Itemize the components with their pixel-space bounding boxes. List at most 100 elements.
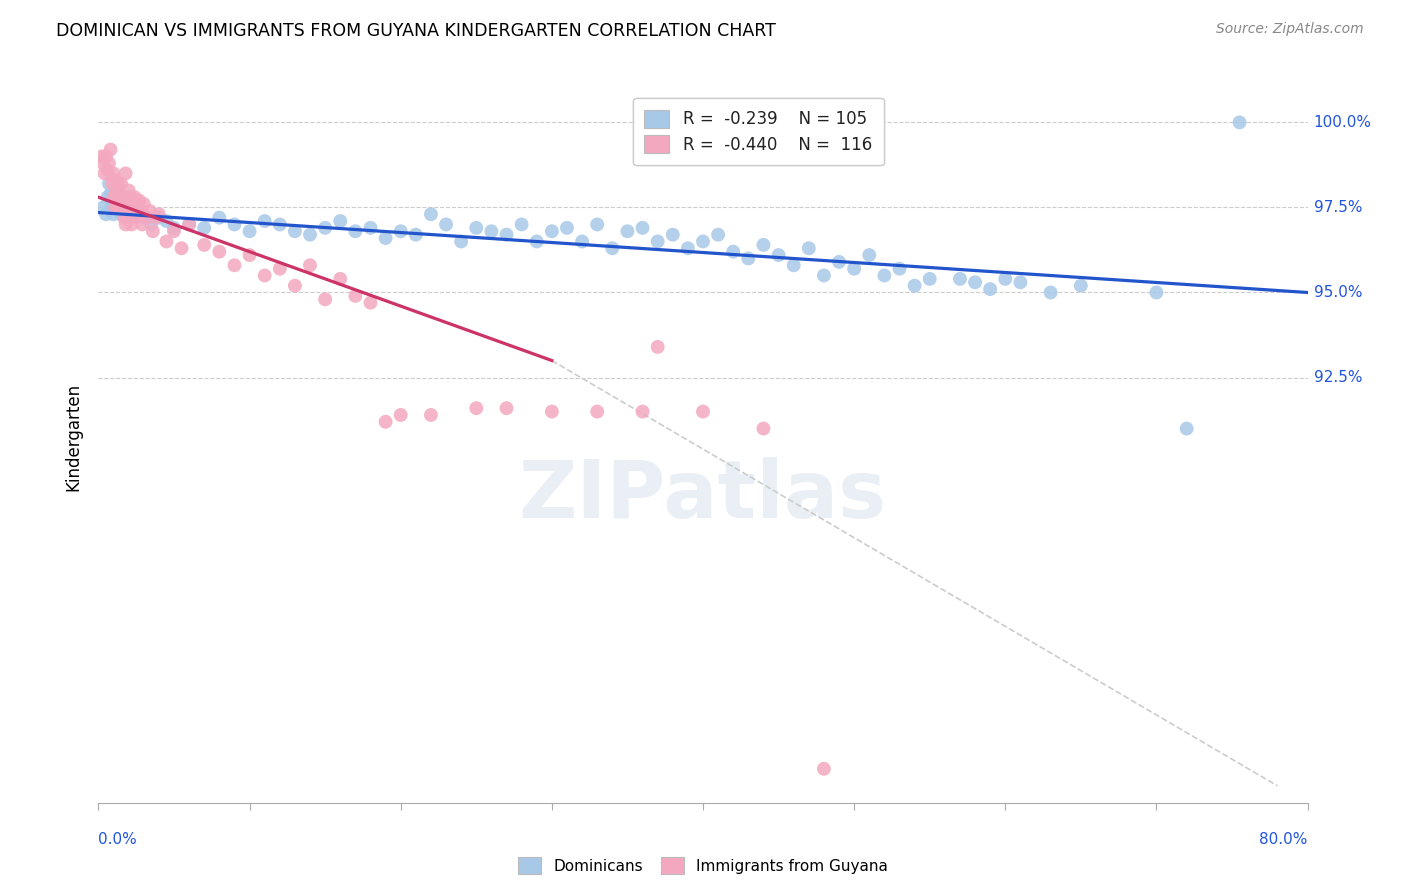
Point xyxy=(540,404,562,418)
Point xyxy=(495,401,517,416)
Point xyxy=(510,218,533,232)
Point xyxy=(420,207,443,221)
Point xyxy=(1229,115,1251,129)
Point xyxy=(889,261,911,276)
Text: 0.0%: 0.0% xyxy=(98,832,138,847)
Point xyxy=(481,224,503,238)
Point xyxy=(114,166,136,180)
Point xyxy=(107,177,129,191)
Point xyxy=(752,421,775,435)
Point xyxy=(420,408,443,422)
Text: ZIPatlas: ZIPatlas xyxy=(519,457,887,534)
Point xyxy=(125,207,148,221)
Point xyxy=(96,190,118,204)
Point xyxy=(768,248,790,262)
Point xyxy=(661,227,683,242)
Text: Source: ZipAtlas.com: Source: ZipAtlas.com xyxy=(1216,22,1364,37)
Point xyxy=(602,241,624,255)
Point xyxy=(121,218,143,232)
Point xyxy=(132,211,155,225)
Point xyxy=(155,214,177,228)
Point xyxy=(224,218,246,232)
Point xyxy=(91,156,114,170)
Point xyxy=(994,272,1017,286)
Point xyxy=(179,218,201,232)
Point xyxy=(374,231,396,245)
Point xyxy=(105,190,128,204)
Point xyxy=(141,218,163,232)
Point xyxy=(118,183,141,197)
Point xyxy=(108,201,131,215)
Point xyxy=(145,211,167,225)
Point xyxy=(360,220,382,235)
Point xyxy=(918,272,941,286)
Point xyxy=(647,340,669,354)
Legend: R =  -0.239    N = 105, R =  -0.440    N =  116: R = -0.239 N = 105, R = -0.440 N = 116 xyxy=(633,98,883,165)
Point xyxy=(105,190,128,204)
Point xyxy=(104,173,127,187)
Point xyxy=(112,211,135,225)
Point xyxy=(360,295,382,310)
Point xyxy=(450,235,472,249)
Point xyxy=(284,278,307,293)
Text: DOMINICAN VS IMMIGRANTS FROM GUYANA KINDERGARTEN CORRELATION CHART: DOMINICAN VS IMMIGRANTS FROM GUYANA KIND… xyxy=(56,22,776,40)
Point xyxy=(1070,278,1092,293)
Point xyxy=(389,224,412,238)
Point xyxy=(91,201,114,215)
Point xyxy=(110,190,132,204)
Point xyxy=(121,201,143,215)
Point xyxy=(90,149,112,163)
Point xyxy=(193,220,215,235)
Point xyxy=(465,220,488,235)
Point xyxy=(314,293,336,307)
Point xyxy=(163,220,186,235)
Legend: Dominicans, Immigrants from Guyana: Dominicans, Immigrants from Guyana xyxy=(512,851,894,880)
Point xyxy=(131,218,153,232)
Point xyxy=(299,227,322,242)
Text: 80.0%: 80.0% xyxy=(1260,832,1308,847)
Point xyxy=(94,149,117,163)
Point xyxy=(124,211,146,225)
Point xyxy=(904,278,927,293)
Point xyxy=(114,218,136,232)
Point xyxy=(1175,421,1198,435)
Text: 95.0%: 95.0% xyxy=(1313,285,1362,300)
Point xyxy=(103,190,125,204)
Point xyxy=(284,224,307,238)
Point xyxy=(1010,275,1032,289)
Point xyxy=(647,235,669,249)
Point xyxy=(752,238,775,252)
Point xyxy=(139,203,162,218)
Point xyxy=(692,404,714,418)
Point xyxy=(374,415,396,429)
Point xyxy=(208,211,231,225)
Point xyxy=(782,258,804,272)
Point xyxy=(122,201,145,215)
Point xyxy=(120,190,142,204)
Point xyxy=(239,248,262,262)
Point xyxy=(844,261,866,276)
Point xyxy=(631,404,654,418)
Point xyxy=(965,275,987,289)
Point xyxy=(148,211,170,225)
Point xyxy=(314,220,336,235)
Point xyxy=(344,289,367,303)
Point xyxy=(103,207,125,221)
Point xyxy=(586,404,609,418)
Point xyxy=(239,224,262,238)
Point xyxy=(253,214,276,228)
Point xyxy=(676,241,699,255)
Point xyxy=(797,241,820,255)
Point xyxy=(828,255,851,269)
Point xyxy=(344,224,367,238)
Point xyxy=(103,166,125,180)
Point xyxy=(434,218,457,232)
Point xyxy=(98,177,121,191)
Point xyxy=(389,408,412,422)
Point xyxy=(526,235,548,249)
Point xyxy=(111,197,134,211)
Point xyxy=(108,201,131,215)
Point xyxy=(299,258,322,272)
Point xyxy=(949,272,972,286)
Point xyxy=(253,268,276,283)
